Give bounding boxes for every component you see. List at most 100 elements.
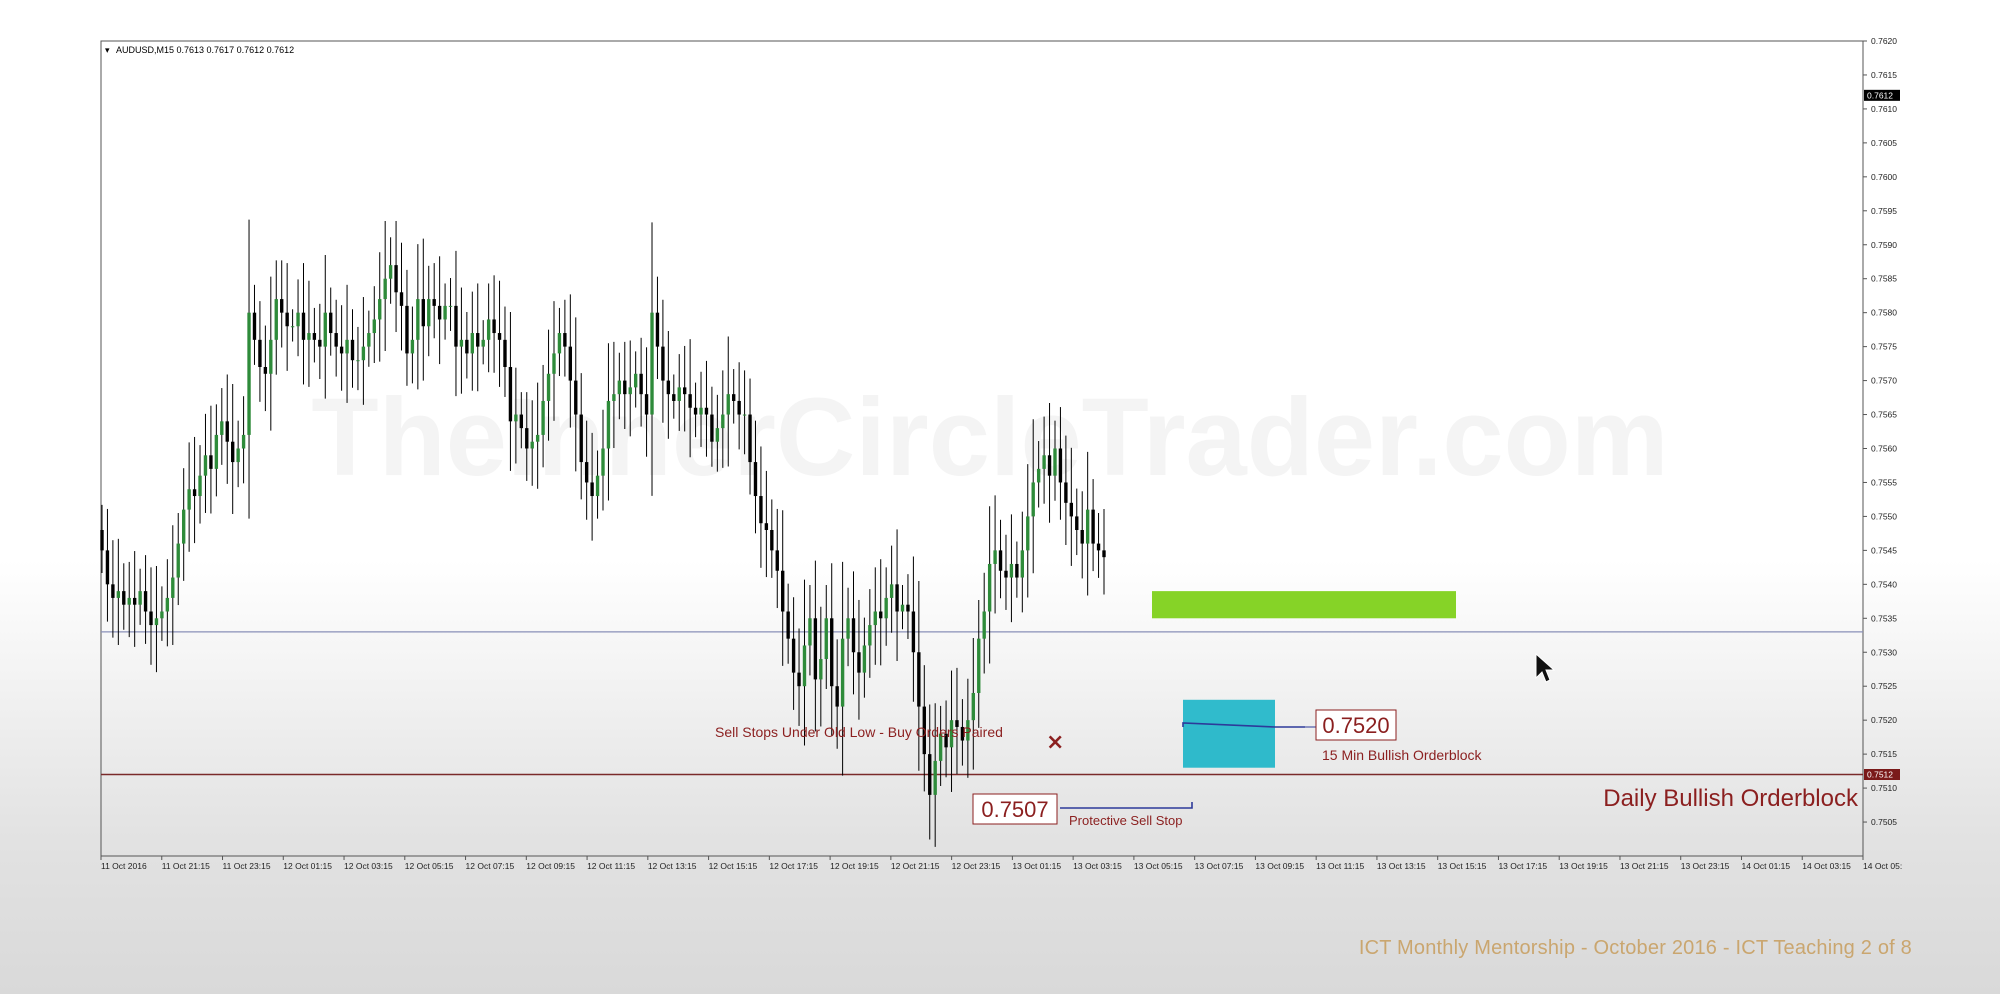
candle-body (688, 394, 692, 408)
candle-body (459, 339, 464, 347)
candle-body (269, 339, 273, 374)
candle-body (100, 530, 104, 551)
candle-body (808, 618, 812, 646)
y-tick-label: 0.7515 (1871, 749, 1897, 759)
candle-body (247, 312, 251, 435)
candle-body (944, 733, 948, 748)
candle-body (378, 299, 382, 320)
candle-body (535, 434, 540, 442)
x-tick-label: 13 Oct 15:15 (1438, 861, 1487, 871)
candle-body (830, 618, 834, 687)
candle-body (644, 394, 649, 415)
candle-body (160, 611, 164, 619)
candle-body (791, 638, 796, 673)
candle-body (122, 591, 126, 605)
candle-body (1009, 563, 1014, 578)
candle-body (579, 414, 583, 463)
candle-body (421, 299, 425, 327)
candle-body (574, 380, 578, 415)
sell-stop-price: 0.7507 (981, 797, 1048, 822)
sell-stop-leader (1060, 802, 1193, 809)
candle-body (563, 333, 567, 347)
candle-body (530, 441, 534, 449)
candle-body (1075, 516, 1079, 530)
candle-body (742, 414, 747, 416)
watermark: TheInnerCircleTrader.com (311, 376, 1668, 499)
candle-body (165, 597, 170, 612)
candle-body (884, 597, 888, 619)
candle-body (977, 638, 981, 693)
candle-body (503, 339, 507, 367)
candle-body (394, 265, 398, 293)
candle-body (1080, 530, 1084, 544)
candle-body (187, 489, 191, 510)
candle-body (443, 305, 447, 320)
candle-body (764, 523, 769, 530)
x-tick-label: 12 Oct 23:15 (952, 861, 1001, 871)
candle-body (879, 611, 883, 619)
y-tick-label: 0.7615 (1871, 70, 1897, 80)
y-tick-label: 0.7555 (1871, 477, 1897, 487)
candle-body (971, 693, 975, 721)
candle-body (846, 618, 850, 639)
candle-body (388, 265, 393, 279)
candle-body (786, 611, 790, 639)
y-tick-label: 0.7620 (1871, 36, 1897, 46)
candle-body (198, 475, 202, 497)
candle-body (1015, 563, 1019, 578)
candle-body (699, 407, 703, 415)
x-tick-label: 12 Oct 21:15 (891, 861, 940, 871)
svg-text:0.7612: 0.7612 (1867, 90, 1893, 100)
x-tick-label: 14 Oct 03:15 (1802, 861, 1851, 871)
sell-stops-annotation: Sell Stops Under Old Low - Buy Orders Pa… (715, 724, 1003, 740)
candle-body (1102, 550, 1106, 558)
candle-body (263, 367, 268, 374)
y-axis: 0.7620 0.7615 0.7610 0.7605 0.7600 0.7595 0.75… (1863, 36, 1897, 827)
x-tick-label: 11 Oct 2016 (101, 861, 147, 871)
x-marker: × (1046, 730, 1064, 755)
x-tick-label: 13 Oct 13:15 (1377, 861, 1426, 871)
candle-body (933, 760, 937, 795)
candle-body (301, 312, 306, 340)
x-tick-label: 13 Oct 21:15 (1620, 861, 1669, 871)
y-tick-label: 0.7525 (1871, 681, 1897, 691)
candle-body (149, 611, 153, 626)
candle-body (710, 414, 714, 442)
candle-body (318, 339, 322, 347)
candle-body (1026, 516, 1030, 551)
y-tick-label: 0.7590 (1871, 240, 1897, 250)
candle-body (900, 604, 905, 612)
candle-body (1064, 482, 1068, 503)
candle-body (399, 292, 404, 306)
candle-body (258, 339, 262, 367)
candle-body (612, 394, 616, 401)
candle-body (181, 509, 186, 544)
x-tick-label: 13 Oct 05:15 (1134, 861, 1183, 871)
candle-body (143, 591, 148, 612)
x-tick-label: 13 Oct 03:15 (1073, 861, 1122, 871)
x-tick-label: 11 Oct 21:15 (162, 861, 210, 871)
candle-body (274, 299, 278, 340)
candle-body (873, 611, 877, 626)
candle-body (350, 339, 355, 361)
candle-body (775, 550, 779, 571)
candle-body (312, 333, 317, 340)
candle-body (557, 333, 562, 354)
candle-body (307, 333, 311, 340)
y-tick-label: 0.7595 (1871, 206, 1897, 216)
x-tick-label: 12 Oct 01:15 (283, 861, 332, 871)
candle-body (508, 367, 513, 422)
candle-body (519, 414, 524, 429)
candle-body (590, 482, 594, 497)
candle-body (1069, 502, 1074, 517)
mouse-cursor-icon (1535, 652, 1556, 683)
y-tick-label: 0.7560 (1871, 444, 1897, 454)
candle-body (427, 299, 431, 327)
candle-body (835, 686, 839, 707)
chart-header-arrow[interactable]: ▾ (105, 45, 110, 55)
sell-stop-price-box (972, 793, 1058, 825)
candle-body (220, 421, 224, 435)
candle-body (111, 584, 115, 598)
candle-body (623, 380, 627, 395)
candle-body (633, 373, 638, 388)
